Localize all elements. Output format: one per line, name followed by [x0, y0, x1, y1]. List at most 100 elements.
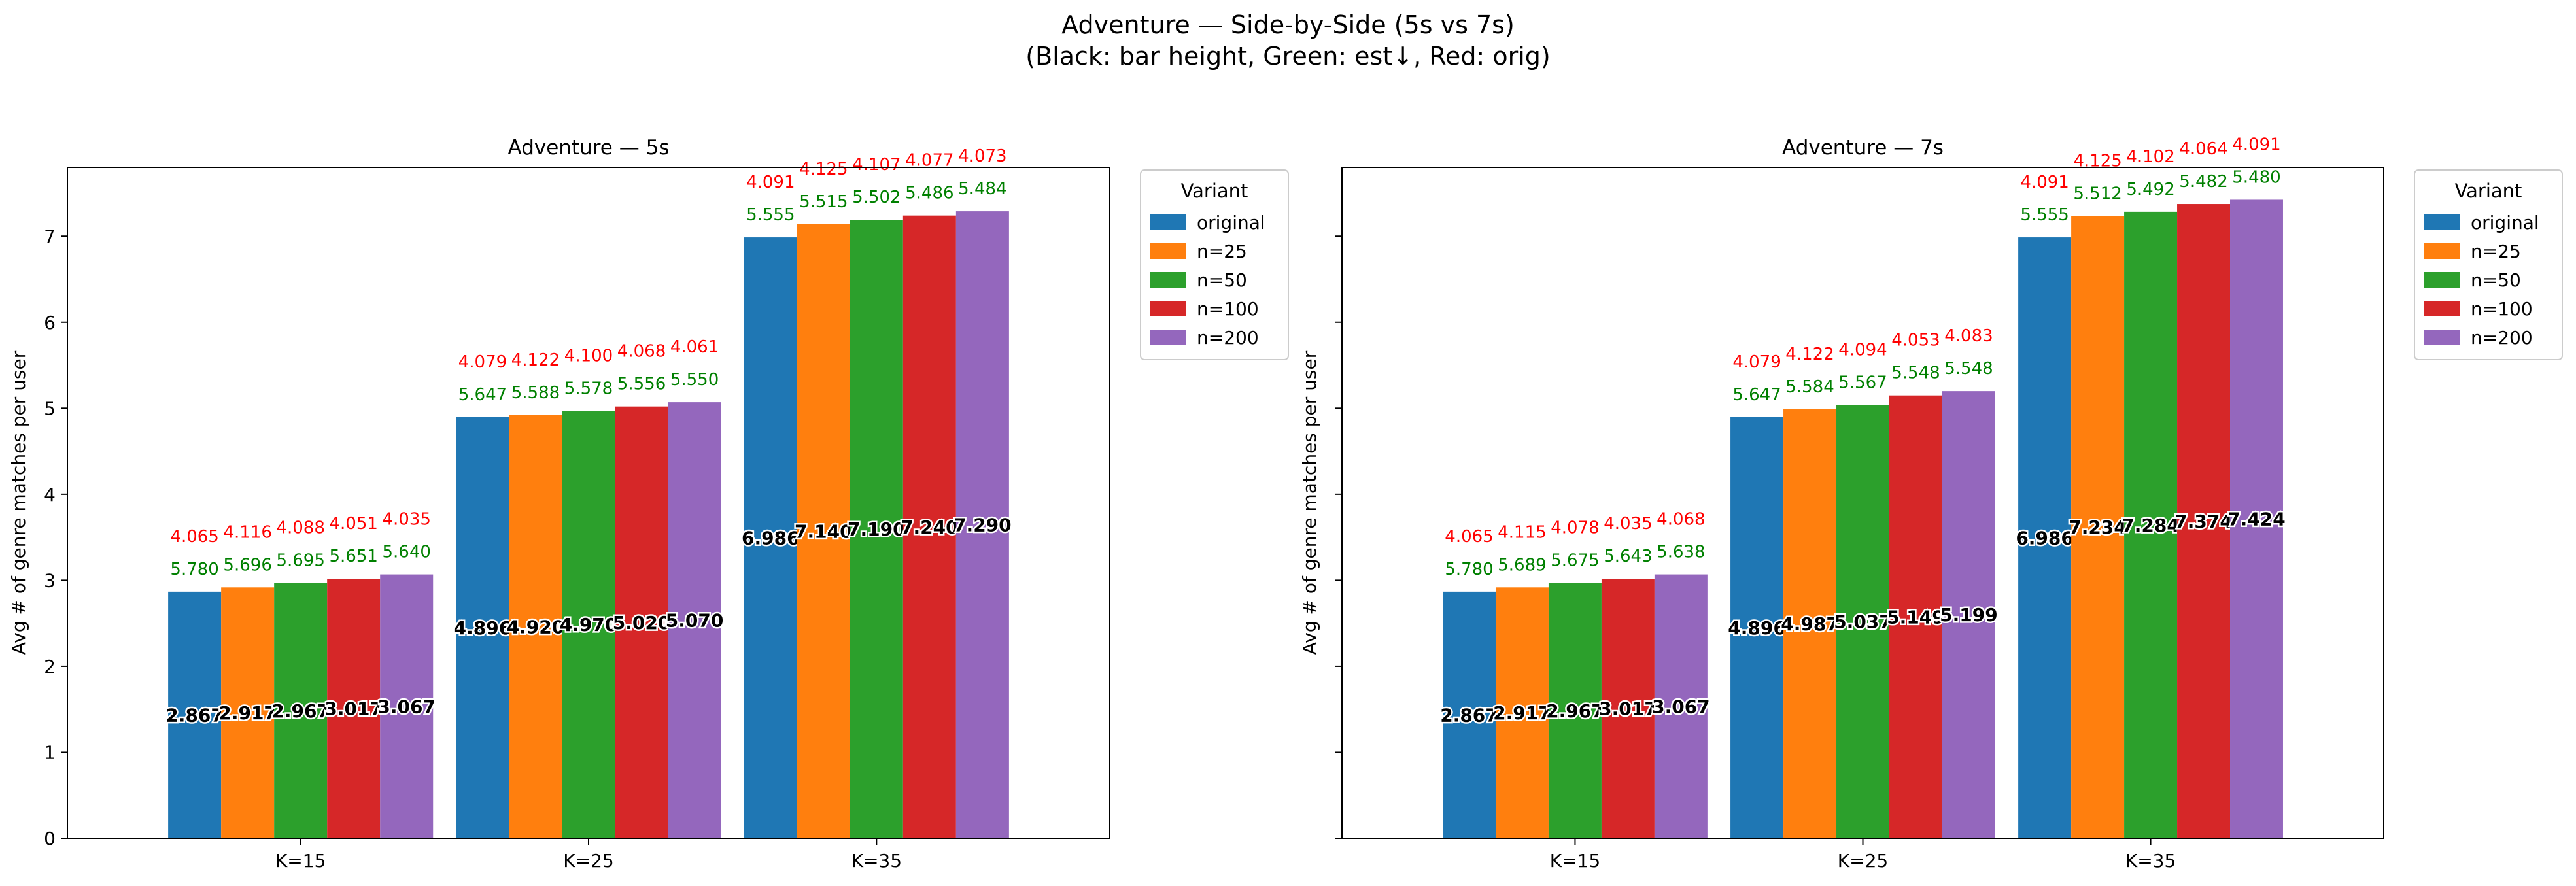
bar-value-label: 4.987 [1781, 613, 1839, 635]
bar-n200-K35 [2230, 199, 2283, 838]
est-label: 5.588 [511, 383, 560, 403]
legend-label: n=200 [1197, 327, 1259, 349]
bar-n50-K15 [274, 583, 328, 838]
bar-original-K35 [744, 237, 797, 839]
bar-value-label: 6.986 [2016, 528, 2074, 549]
bar-n50-K25 [1836, 405, 1889, 838]
est-label: 5.480 [2232, 167, 2280, 187]
bar-value-label: 2.967 [271, 700, 330, 722]
bar-value-label: 5.037 [1834, 611, 1892, 633]
est-label: 5.548 [1891, 364, 1940, 383]
y-tick-label: 6 [44, 312, 56, 333]
est-label: 5.486 [905, 184, 953, 203]
y-tick-label: 1 [44, 741, 56, 763]
est-label: 5.675 [1551, 551, 1599, 571]
est-label: 5.555 [746, 205, 795, 225]
bar-value-label: 4.896 [454, 617, 512, 639]
bar-value-label: 5.020 [613, 612, 671, 634]
x-tick-label: K=25 [1838, 850, 1888, 872]
bar-n50-K35 [2124, 211, 2178, 838]
est-label: 5.515 [799, 192, 848, 212]
orig-label: 4.088 [276, 519, 324, 538]
legend-swatch [2424, 330, 2460, 345]
legend-swatch [2424, 243, 2460, 259]
figure-subtitle: (Black: bar height, Green: est↓, Red: or… [1025, 42, 1551, 71]
legend-label: n=100 [1197, 298, 1259, 320]
x-tick-label: K=25 [563, 850, 613, 872]
orig-label: 4.065 [170, 527, 218, 547]
est-label: 5.578 [564, 379, 613, 398]
y-tick-label: 5 [44, 398, 56, 419]
legend-swatch [2424, 301, 2460, 316]
bar-n25-K15 [221, 587, 275, 838]
est-label: 5.696 [223, 555, 271, 575]
est-label: 5.780 [170, 560, 218, 579]
bar-n50-K35 [850, 220, 903, 838]
x-tick-label: K=15 [1550, 850, 1600, 872]
panel-title: Adventure — 7s [1782, 136, 1944, 160]
orig-label: 4.078 [1551, 519, 1599, 538]
bar-value-label: 7.374 [2174, 511, 2233, 532]
legend: Variant original n=25 n=50 n=100 n=200 [2414, 169, 2563, 360]
bar-value-label: 7.424 [2227, 509, 2286, 530]
bar-n100-K35 [2177, 204, 2231, 838]
x-tick-label: K=35 [2125, 850, 2176, 872]
bar-value-label: 5.199 [1940, 604, 1998, 626]
orig-label: 4.091 [746, 173, 795, 192]
orig-label: 4.064 [2179, 139, 2227, 159]
est-label: 5.638 [1657, 543, 1705, 562]
bar-n100-K35 [902, 215, 956, 839]
bar-original-K25 [1730, 417, 1784, 838]
orig-label: 4.091 [2232, 135, 2280, 154]
legend-label: n=25 [2471, 241, 2521, 262]
bar-n100-K15 [327, 579, 381, 838]
x-tick-label: K=15 [275, 850, 326, 872]
legend-title: Variant [1181, 180, 1248, 202]
legend-swatch [1150, 272, 1186, 288]
legend-label: n=200 [2471, 327, 2533, 349]
orig-label: 4.068 [617, 342, 666, 362]
panel-title: Adventure — 5s [508, 136, 670, 160]
bar-value-label: 7.240 [901, 517, 959, 538]
figure-title: Adventure — Side-by-Side (5s vs 7s) [1061, 10, 1515, 39]
bar-original-K25 [456, 417, 509, 838]
y-tick-label: 3 [44, 570, 56, 591]
legend-label: n=50 [2471, 269, 2521, 291]
est-label: 5.647 [1732, 385, 1781, 405]
bar-value-label: 3.067 [377, 696, 436, 717]
orig-label: 4.035 [1604, 514, 1652, 534]
y-tick-label: 0 [44, 828, 56, 849]
est-label: 5.689 [1498, 555, 1546, 575]
orig-label: 4.091 [2020, 173, 2069, 192]
est-label: 5.567 [1838, 373, 1887, 392]
est-label: 5.584 [1785, 377, 1834, 397]
est-label: 5.695 [276, 551, 324, 571]
bar-value-label: 7.234 [2069, 517, 2127, 538]
bar-value-label: 6.986 [742, 528, 800, 549]
orig-label: 4.053 [1891, 331, 1940, 350]
legend-swatch [1150, 330, 1186, 345]
bar-original-K15 [168, 591, 222, 838]
legend-label: original [2471, 212, 2539, 233]
est-label: 5.492 [2126, 180, 2174, 199]
bar-n25-K25 [1783, 409, 1837, 838]
orig-label: 4.107 [852, 155, 901, 175]
bar-value-label: 2.917 [218, 702, 277, 724]
bar-value-label: 7.290 [953, 515, 1012, 536]
orig-label: 4.061 [670, 337, 719, 357]
bar-n25-K35 [797, 224, 850, 838]
bar-value-label: 3.017 [324, 698, 383, 720]
x-tick-label: K=35 [851, 850, 902, 872]
orig-label: 4.079 [1732, 352, 1781, 372]
bar-value-label: 7.140 [795, 520, 853, 542]
legend-swatch [2424, 272, 2460, 288]
y-tick-label: 2 [44, 656, 56, 677]
chart-panel-7s: 2.867 5.780 4.065 4.896 5.647 4.079 6.986 5.555… [1299, 135, 2563, 872]
bar-n25-K35 [2071, 216, 2125, 838]
bar-n100-K25 [615, 406, 668, 838]
bar-value-label: 3.067 [1652, 696, 1710, 717]
bar-value-label: 4.920 [507, 616, 565, 638]
bar-original-K35 [2018, 237, 2072, 839]
orig-label: 4.122 [511, 350, 560, 370]
orig-label: 4.083 [1944, 326, 1993, 346]
